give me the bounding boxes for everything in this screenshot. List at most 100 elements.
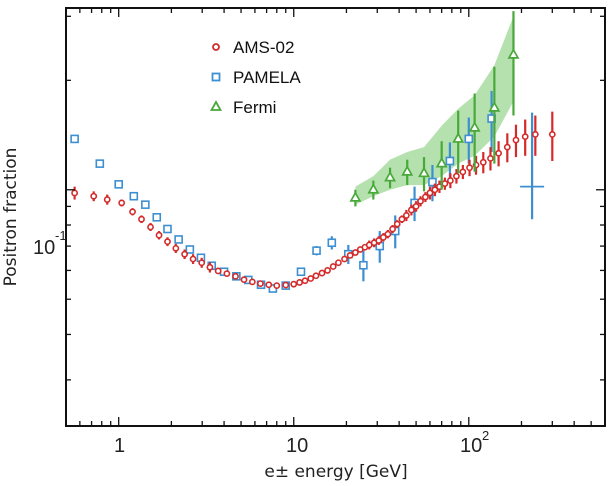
ams-point <box>257 280 264 287</box>
pamela-point <box>327 238 337 248</box>
pamela-point <box>359 260 368 270</box>
ams-point <box>466 164 473 172</box>
fermi-point <box>349 191 362 202</box>
ams-point <box>265 281 273 289</box>
ams-point <box>312 272 320 280</box>
ams-point <box>240 276 248 284</box>
ams-point <box>301 277 309 285</box>
ams-point <box>335 259 342 267</box>
legend-fermi-marker <box>209 100 223 111</box>
ams-point <box>341 255 348 263</box>
ams-point <box>412 203 420 210</box>
ams-point <box>147 223 154 231</box>
legend-ams-label: AMS-02 <box>233 38 294 57</box>
x-tick-label-100: 10 <box>460 435 482 457</box>
ams-point <box>512 136 520 144</box>
pamela-point <box>464 134 474 144</box>
ams-point <box>426 189 434 197</box>
legend-fermi-label: Fermi <box>233 98 276 117</box>
ams-point <box>181 250 189 258</box>
pamela-point <box>185 245 195 254</box>
ams-point <box>214 267 222 275</box>
legend-ams-marker <box>212 43 220 51</box>
legend-pamela-label: PAMELA <box>233 68 301 87</box>
fermi-point <box>488 101 501 112</box>
ams-point <box>479 158 487 166</box>
ams-point <box>296 279 303 286</box>
pamela-point <box>129 191 139 201</box>
ams-point <box>290 280 298 288</box>
ams-point <box>189 255 197 263</box>
ams-point <box>155 231 163 239</box>
ams-point <box>172 244 180 252</box>
ams-point <box>351 249 359 256</box>
fermi-point <box>507 48 520 59</box>
fermi-point <box>401 165 414 176</box>
ams-point <box>118 199 126 207</box>
ams-point <box>417 197 424 205</box>
fermi-point <box>384 170 397 182</box>
pamela-point <box>174 235 183 244</box>
ams-point <box>487 154 494 162</box>
ams-point <box>223 270 231 278</box>
ams-point <box>138 215 145 223</box>
plot-frame <box>65 7 606 427</box>
ams-point <box>346 251 354 259</box>
ams-point <box>431 186 439 194</box>
x-tick-label-100-exponent: 2 <box>482 428 489 443</box>
ams-point <box>379 233 387 241</box>
ams-point <box>521 133 529 141</box>
ams-point <box>206 263 214 271</box>
pamela-point <box>114 180 123 189</box>
ams-point <box>531 131 539 138</box>
pamela-point <box>312 246 321 255</box>
pamela-point <box>141 200 150 209</box>
legend-pamela-marker <box>211 72 221 82</box>
fermi-band-layer <box>355 16 514 205</box>
pamela-point <box>95 159 105 168</box>
ams-point <box>198 259 206 267</box>
fermi-point <box>452 132 465 143</box>
ams-point <box>402 212 410 219</box>
ams-point <box>324 267 331 274</box>
ams-point <box>71 189 79 197</box>
tick-layer <box>65 8 606 426</box>
ams-point <box>90 192 98 200</box>
y-axis-label: Positron fraction <box>1 148 21 287</box>
ams-point <box>548 131 556 138</box>
y-tick-label-exponent: -1 <box>55 228 67 243</box>
ams-point <box>421 193 429 201</box>
y-tick-label-base: 10 <box>33 237 55 259</box>
fermi-point <box>468 121 481 132</box>
ams-point <box>273 282 281 290</box>
ams-point <box>103 196 111 203</box>
ams-point <box>129 208 136 216</box>
ams-point <box>307 275 315 282</box>
pamela-point <box>428 177 437 187</box>
pamela-point <box>152 213 162 222</box>
ams-point <box>384 230 392 238</box>
legend: AMS-02 PAMELA Fermi <box>209 38 301 117</box>
ams-point <box>329 263 337 270</box>
ams-point <box>389 225 396 233</box>
ams-point <box>398 215 406 223</box>
fermi-systematic-band <box>355 16 514 205</box>
ams-point <box>441 180 449 187</box>
pamela-point <box>296 267 306 277</box>
x-tick-label-1: 1 <box>114 435 125 457</box>
ams-point <box>164 238 171 246</box>
pamela-point <box>445 156 455 166</box>
ams-point <box>248 278 256 286</box>
series-layer <box>70 11 556 293</box>
ams-point <box>495 149 502 157</box>
ams-point <box>318 269 326 277</box>
pamela-point <box>163 224 172 234</box>
ams-point <box>375 237 383 244</box>
fermi-point <box>367 183 380 194</box>
fermi-point <box>418 166 430 178</box>
x-tick-label-10: 10 <box>286 435 308 457</box>
ams-point <box>503 143 511 151</box>
ams-point <box>446 177 454 184</box>
ams-point <box>407 206 415 214</box>
